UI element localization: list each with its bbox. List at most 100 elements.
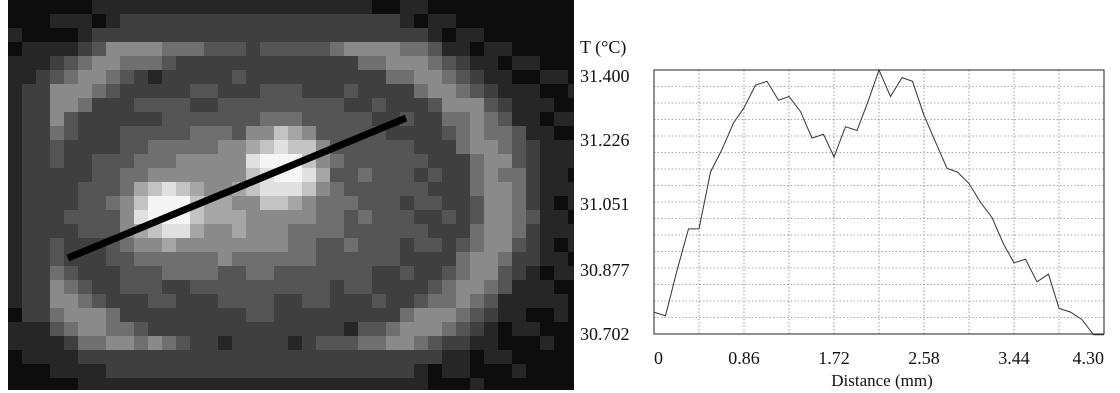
thermal-pixel [134,238,148,252]
thermal-pixel [540,322,554,336]
thermal-pixel [414,378,428,390]
thermal-pixel [92,0,106,14]
thermal-pixel [148,140,162,154]
thermal-pixel [260,350,274,364]
thermal-pixel [50,56,64,70]
thermal-pixel [498,84,512,98]
chart-grid [654,70,1104,334]
thermal-pixel [442,56,456,70]
thermal-pixel [218,238,232,252]
thermal-pixel [456,378,470,390]
thermal-pixel [470,0,484,14]
thermal-pixel [36,42,50,56]
thermal-pixel [316,168,330,182]
thermal-pixel [358,224,372,238]
thermal-pixel [36,126,50,140]
thermal-pixel [134,98,148,112]
thermal-pixel [470,42,484,56]
thermal-pixel [428,154,442,168]
thermal-pixel [554,378,568,390]
thermal-pixel [316,182,330,196]
thermal-pixel [302,224,316,238]
thermal-pixel [8,252,22,266]
thermal-pixel [498,98,512,112]
thermal-pixel [526,378,540,390]
thermal-pixel [568,238,574,252]
thermal-pixel [36,350,50,364]
thermal-pixel [190,84,204,98]
thermal-pixel [358,252,372,266]
thermal-pixel [22,0,36,14]
thermal-pixel [540,336,554,350]
thermal-pixel [344,280,358,294]
thermal-pixel [288,98,302,112]
thermal-pixel [554,224,568,238]
thermal-pixel [78,70,92,84]
thermal-pixel [330,182,344,196]
thermal-pixel [302,112,316,126]
thermal-pixel [218,322,232,336]
thermal-pixel [372,238,386,252]
thermal-pixel [232,350,246,364]
thermal-pixel [218,14,232,28]
thermal-pixel [526,14,540,28]
thermal-pixel [120,238,134,252]
thermal-pixel [498,210,512,224]
thermal-pixel [358,98,372,112]
thermal-pixel [22,14,36,28]
thermal-pixel [50,140,64,154]
thermal-pixel [134,42,148,56]
thermal-pixel [428,112,442,126]
thermal-pixel [442,182,456,196]
y-tick-label: 31.226 [580,130,630,150]
thermal-pixel [162,28,176,42]
thermal-pixel [344,378,358,390]
thermal-pixel [260,56,274,70]
thermal-pixel [36,378,50,390]
thermal-pixel [260,112,274,126]
thermal-pixel [526,98,540,112]
thermal-pixel [22,252,36,266]
thermal-pixel [414,84,428,98]
thermal-pixel [218,154,232,168]
thermal-pixel [274,336,288,350]
thermal-pixel [414,294,428,308]
thermal-pixel [316,42,330,56]
thermal-pixel [148,308,162,322]
y-tick-label: 31.400 [580,66,630,86]
thermal-pixel [526,182,540,196]
thermal-pixel [148,168,162,182]
thermal-pixel [540,168,554,182]
thermal-pixel [22,378,36,390]
thermal-pixel [232,42,246,56]
thermal-pixel [344,322,358,336]
thermal-pixel [428,210,442,224]
thermal-pixel [148,42,162,56]
thermal-pixel [526,294,540,308]
thermal-pixel [134,336,148,350]
thermal-pixel [134,364,148,378]
thermal-pixel [106,56,120,70]
thermal-pixel [204,28,218,42]
thermal-pixel [218,0,232,14]
thermal-pixel [190,56,204,70]
thermal-pixel [498,28,512,42]
thermal-pixel [106,126,120,140]
thermal-pixel [274,238,288,252]
thermal-pixel [568,154,574,168]
thermal-pixel [176,126,190,140]
thermal-pixel [442,350,456,364]
thermal-pixel [120,280,134,294]
thermal-pixel [148,0,162,14]
thermal-pixel [568,70,574,84]
thermal-pixel [372,266,386,280]
thermal-pixel [498,280,512,294]
thermal-pixel [512,322,526,336]
thermal-pixel [190,0,204,14]
thermal-pixel [64,42,78,56]
thermal-pixel [470,196,484,210]
thermal-pixel [330,364,344,378]
thermal-pixel [120,210,134,224]
thermal-pixel [134,378,148,390]
thermal-pixel [204,210,218,224]
